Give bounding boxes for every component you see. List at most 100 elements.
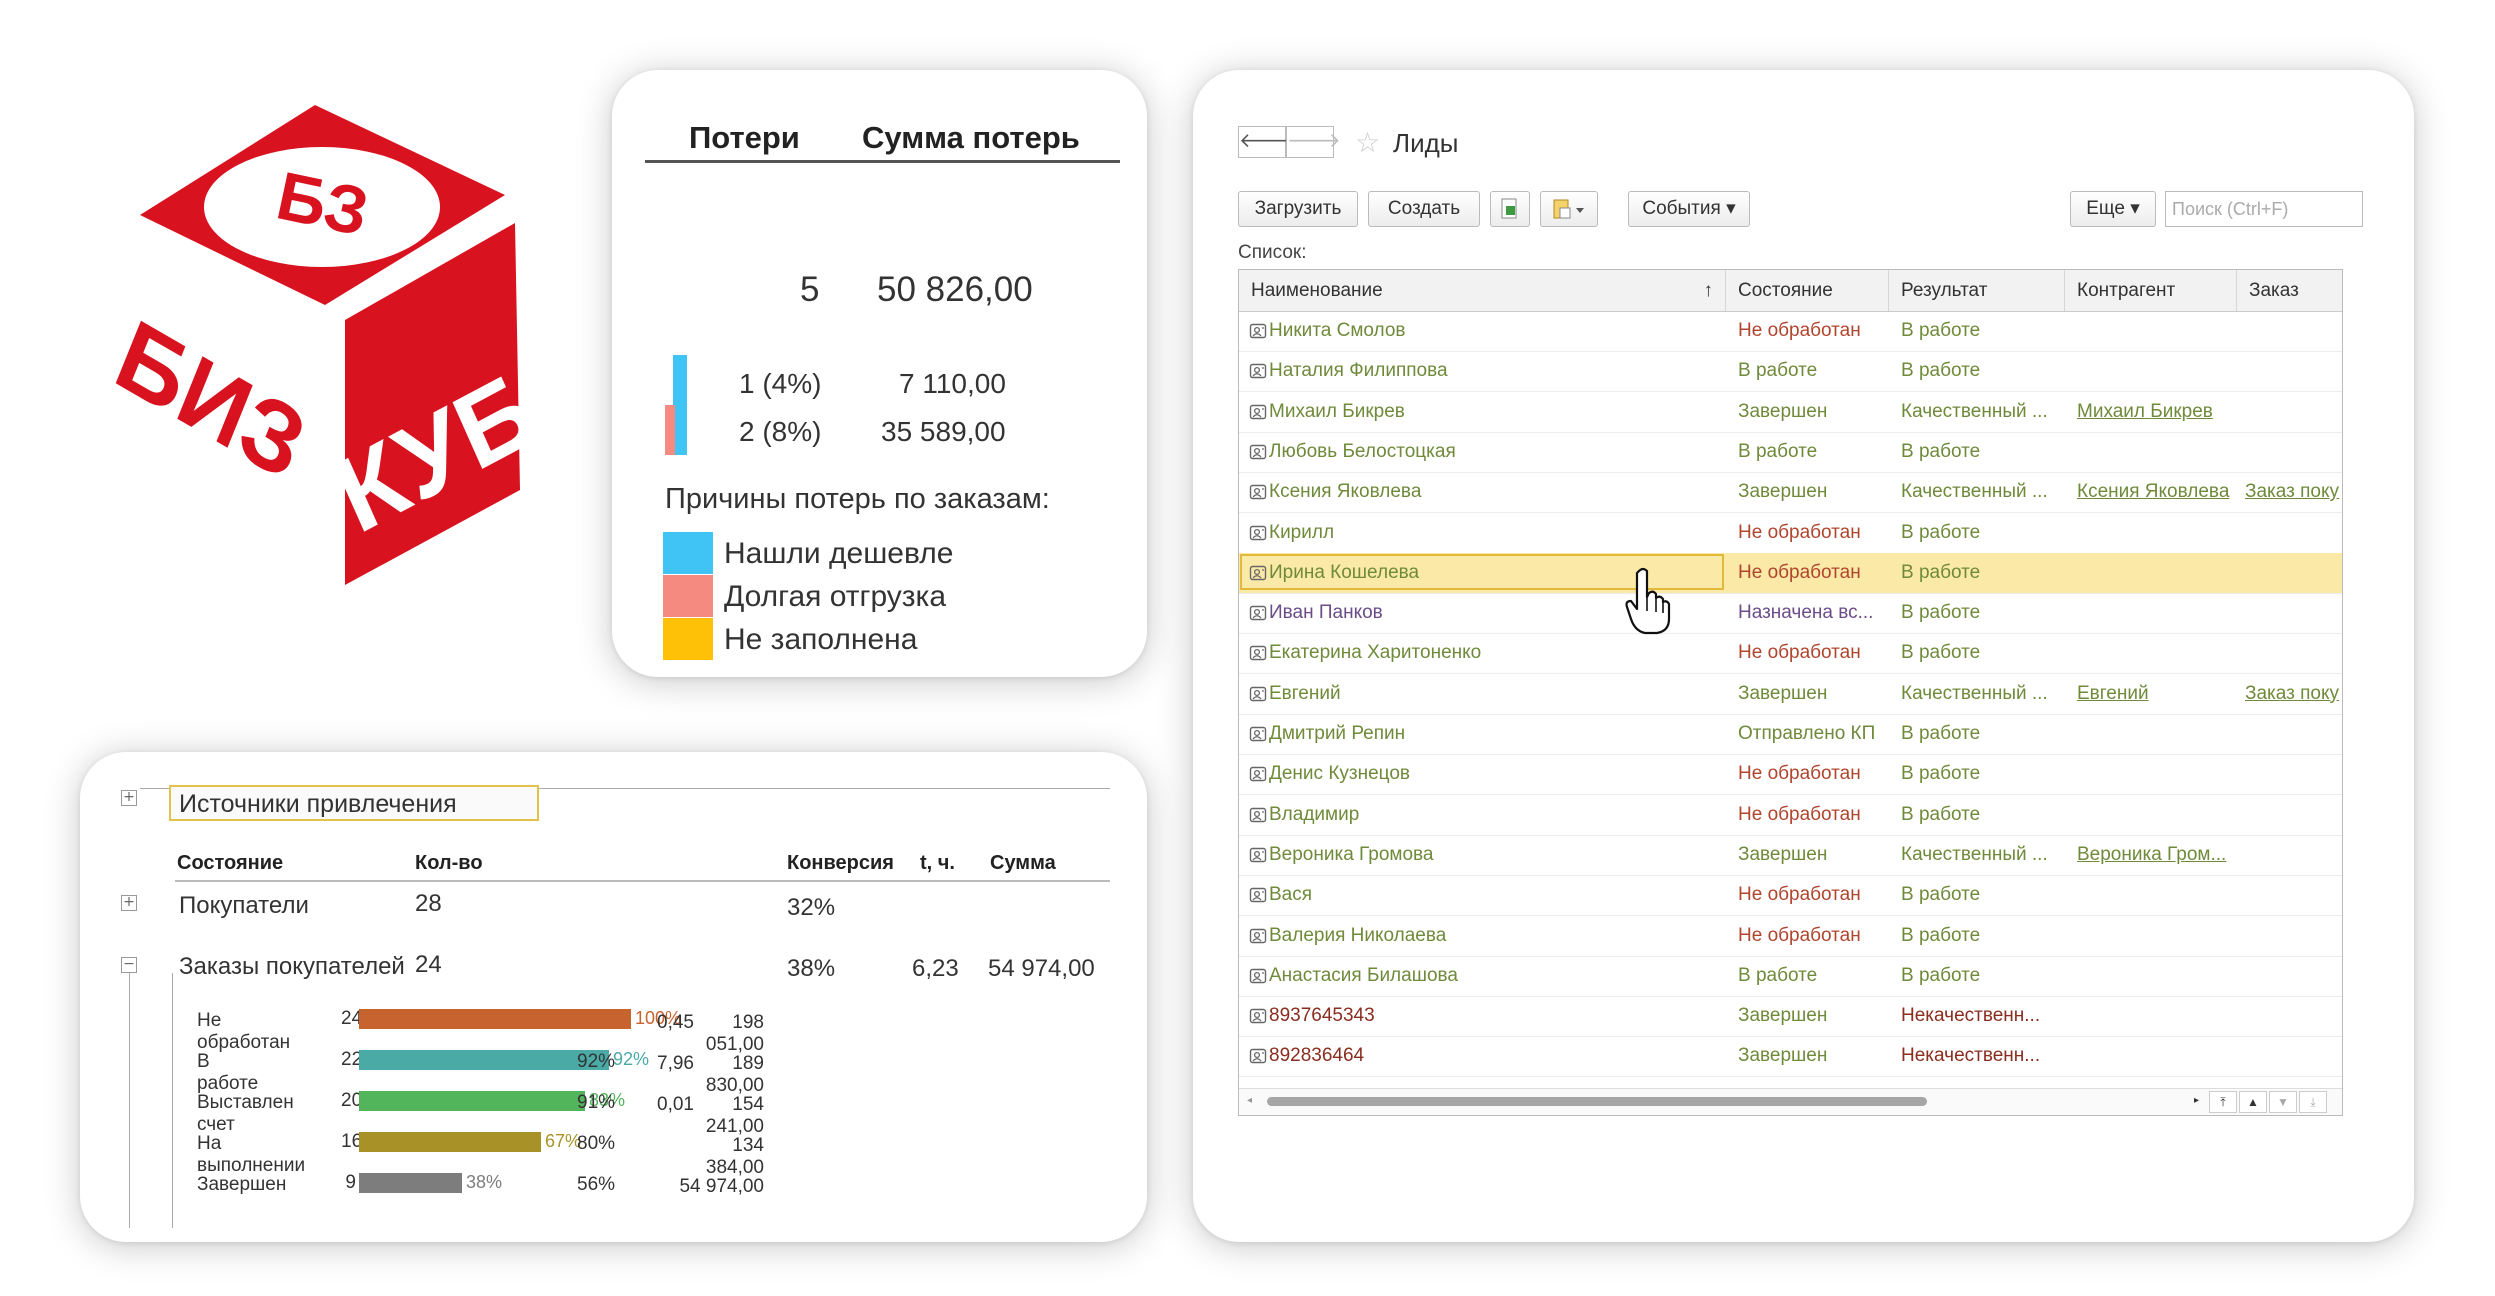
lead-order-link[interactable]	[2237, 432, 2342, 472]
more-dropdown[interactable]: Еще ▾	[2070, 191, 2156, 227]
scroll-up-icon[interactable]: ▲	[2239, 1091, 2267, 1113]
table-row[interactable]: Любовь Белостоцкая В работе В работе	[1239, 432, 2342, 473]
forward-button[interactable]: 🡒	[1286, 126, 1341, 158]
collapse-icon[interactable]: −	[121, 957, 137, 973]
lead-name[interactable]: 8937645343	[1269, 1005, 1375, 1027]
lead-contractor-link[interactable]: Вероника Гром...	[2077, 843, 2227, 865]
horizontal-scrollbar[interactable]: ◂ ▸ ⤒ ▲ ▼ ⤓	[1239, 1088, 2342, 1115]
table-row[interactable]: Никита Смолов Не обработан В работе	[1239, 311, 2342, 352]
table-row[interactable]: Денис Кузнецов Не обработан В работе	[1239, 754, 2342, 796]
lead-name[interactable]: Кирилл	[1269, 521, 1335, 543]
table-row[interactable]: Ксения Яковлева Завершен Качественный ... К…	[1239, 472, 2342, 514]
lead-contractor-link[interactable]	[2065, 1036, 2237, 1076]
lead-order-link[interactable]	[2237, 633, 2342, 673]
scroll-top-icon[interactable]: ⤒	[2209, 1091, 2237, 1113]
lead-contractor-link[interactable]	[2065, 311, 2237, 351]
events-dropdown[interactable]: События ▾	[1628, 191, 1750, 227]
load-button[interactable]: Загрузить	[1238, 191, 1358, 227]
scroll-right-icon[interactable]: ▸	[2194, 1095, 2200, 1106]
table-row[interactable]: Иван Панков Назначена вс... В работе	[1239, 593, 2342, 635]
table-row[interactable]: Ирина Кошелева Не обработан В работе	[1239, 552, 2342, 594]
lead-name[interactable]: Вероника Громова	[1269, 843, 1434, 865]
lead-contractor-link[interactable]	[2065, 795, 2237, 835]
lead-contractor-link[interactable]	[2065, 593, 2237, 633]
table-row[interactable]: Екатерина Харитоненко Не обработан В работ…	[1239, 633, 2342, 675]
lead-name[interactable]: Денис Кузнецов	[1269, 763, 1410, 785]
lead-order-link[interactable]	[2237, 351, 2342, 391]
lead-contractor-link[interactable]	[2065, 875, 2237, 915]
table-row[interactable]: Наталия Филиппова В работе В работе	[1239, 351, 2342, 393]
lead-name[interactable]: Наталия Филиппова	[1269, 360, 1448, 382]
scroll-bottom-icon[interactable]: ⤓	[2299, 1091, 2327, 1113]
table-row[interactable]: Евгений Завершен Качественный ... Евгений За…	[1239, 674, 2342, 715]
lead-name[interactable]: Дмитрий Репин	[1269, 723, 1406, 744]
print-dropdown-icon[interactable]	[1540, 191, 1598, 227]
lead-contractor-link[interactable]: Ксения Яковлева	[2077, 481, 2230, 503]
lead-order-link[interactable]	[2237, 754, 2342, 794]
lead-order-link[interactable]	[2237, 795, 2342, 835]
lead-name[interactable]: Любовь Белостоцкая	[1269, 440, 1456, 462]
lead-order-link[interactable]	[2237, 835, 2342, 875]
lead-name[interactable]: Вася	[1269, 884, 1313, 906]
lead-order-link[interactable]: Заказ поку	[2245, 481, 2339, 503]
lead-contractor-link[interactable]: Михаил Бикрев	[2077, 400, 2213, 422]
table-row[interactable]: Анастасия Билашова В работе В работе	[1239, 956, 2342, 997]
table-row[interactable]: Кирилл Не обработан В работе	[1239, 513, 2342, 554]
lead-order-link[interactable]	[2237, 553, 2342, 593]
table-row[interactable]: 892836464 Завершен Некачественн...	[1239, 1036, 2342, 1078]
excel-export-icon[interactable]	[1490, 191, 1530, 227]
lead-order-link[interactable]	[2237, 392, 2342, 432]
search-input[interactable]: Поиск (Ctrl+F)	[2165, 191, 2363, 227]
lead-name[interactable]: Михаил Бикрев	[1269, 400, 1405, 422]
lead-name[interactable]: 892836464	[1269, 1045, 1365, 1067]
lead-contractor-link[interactable]	[2065, 754, 2237, 794]
lead-name[interactable]: Евгений	[1269, 682, 1341, 704]
lead-name[interactable]: Ксения Яковлева	[1269, 481, 1422, 503]
col-state-header[interactable]: Состояние	[1726, 270, 1889, 311]
lead-order-link[interactable]	[2237, 1036, 2342, 1076]
expand-icon[interactable]: +	[121, 790, 137, 806]
lead-name[interactable]: Валерия Николаева	[1269, 924, 1447, 946]
lead-order-link[interactable]	[2237, 916, 2342, 956]
lead-contractor-link[interactable]	[2065, 916, 2237, 956]
lead-contractor-link[interactable]	[2065, 996, 2237, 1036]
table-row[interactable]: Владимир Не обработан В работе	[1239, 795, 2342, 836]
col-name-header[interactable]: Наименование ↑	[1239, 270, 1726, 311]
lead-contractor-link[interactable]	[2065, 714, 2237, 754]
lead-name[interactable]: Екатерина Харитоненко	[1269, 642, 1482, 664]
lead-contractor-link[interactable]	[2065, 432, 2237, 472]
lead-order-link[interactable]	[2237, 996, 2342, 1036]
lead-name[interactable]: Анастасия Билашова	[1269, 964, 1458, 986]
lead-name[interactable]: Никита Смолов	[1269, 320, 1406, 341]
table-row[interactable]: Дмитрий Репин Отправлено КП В работе	[1239, 714, 2342, 755]
scrollbar-thumb[interactable]	[1267, 1097, 1927, 1106]
scroll-left-icon[interactable]: ◂	[1247, 1095, 1253, 1106]
lead-contractor-link[interactable]	[2065, 513, 2237, 553]
lead-order-link[interactable]	[2237, 311, 2342, 351]
col-result-header[interactable]: Результат	[1889, 270, 2065, 311]
table-row[interactable]: Вероника Громова Завершен Качественный ...…	[1239, 835, 2342, 876]
lead-order-link[interactable]: Заказ поку	[2245, 682, 2339, 704]
col-contractor-header[interactable]: Контрагент	[2065, 270, 2237, 311]
create-button[interactable]: Создать	[1368, 191, 1480, 227]
lead-order-link[interactable]	[2237, 714, 2342, 754]
lead-order-link[interactable]	[2237, 875, 2342, 915]
back-button[interactable]: 🡐	[1238, 126, 1293, 158]
table-row[interactable]: Михаил Бикрев Завершен Качественный ... Мих…	[1239, 392, 2342, 433]
table-row[interactable]: Вася Не обработан В работе	[1239, 875, 2342, 917]
lead-contractor-link[interactable]	[2065, 553, 2237, 593]
lead-contractor-link[interactable]	[2065, 956, 2237, 996]
lead-contractor-link[interactable]	[2065, 351, 2237, 391]
lead-order-link[interactable]	[2237, 956, 2342, 996]
lead-contractor-link[interactable]: Евгений	[2077, 682, 2149, 704]
lead-order-link[interactable]	[2237, 593, 2342, 633]
col-order-header[interactable]: Заказ	[2249, 280, 2299, 301]
lead-contractor-link[interactable]	[2065, 633, 2237, 673]
lead-name[interactable]: Владимир	[1269, 803, 1360, 825]
lead-order-link[interactable]	[2237, 513, 2342, 553]
favorite-star-icon[interactable]: ☆	[1355, 127, 1381, 158]
expand-icon[interactable]: +	[121, 895, 137, 911]
scroll-down-icon[interactable]: ▼	[2269, 1091, 2297, 1113]
table-row[interactable]: Валерия Николаева Не обработан В работе	[1239, 916, 2342, 957]
table-row[interactable]: 8937645343 Завершен Некачественн...	[1239, 996, 2342, 1038]
